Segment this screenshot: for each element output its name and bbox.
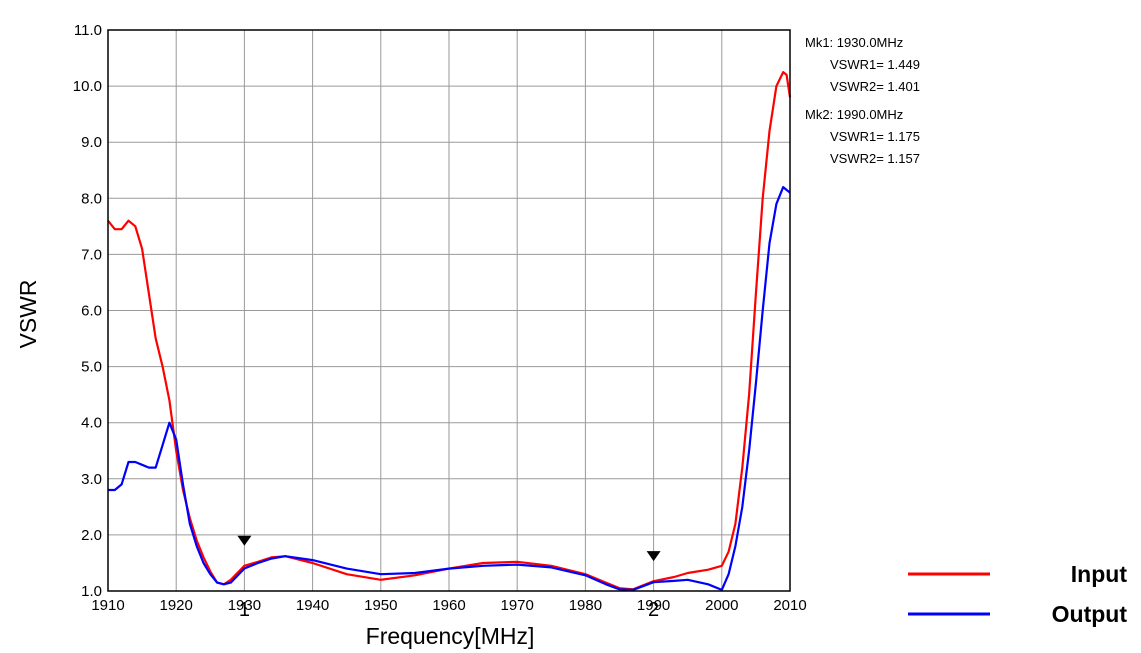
x-axis-title: Frequency[MHz]	[366, 623, 535, 649]
x-tick-label: 1930	[228, 597, 261, 614]
x-tick-label: 2000	[705, 597, 738, 614]
x-tick-label: 1960	[432, 597, 465, 614]
y-tick-label: 2.0	[81, 527, 102, 544]
marker-2-header: Mk2: 1990.0MHz	[805, 107, 903, 122]
plot-frame	[107, 29, 791, 592]
marker-2-value: VSWR1= 1.175	[830, 129, 920, 144]
y-tick-label: 6.0	[81, 303, 102, 320]
legend-label-output: Output	[1052, 601, 1128, 627]
x-tick-label: 1910	[91, 597, 124, 614]
y-tick-label: 5.0	[81, 359, 102, 376]
y-tick-label: 9.0	[81, 134, 102, 151]
marker-2-value: VSWR2= 1.157	[830, 151, 920, 166]
marker-1-label: 1	[239, 599, 250, 621]
y-tick-label: 10.0	[73, 78, 102, 95]
marker-2-triangle	[646, 551, 661, 562]
x-tick-label: 2010	[773, 597, 806, 614]
marker-1-header: Mk1: 1930.0MHz	[805, 35, 903, 50]
marker-1-value: VSWR2= 1.401	[830, 79, 920, 94]
y-axis-title: VSWR	[15, 280, 41, 349]
x-tick-label: 1970	[501, 597, 534, 614]
y-tick-label: 11.0	[74, 22, 102, 39]
y-tick-label: 3.0	[81, 471, 102, 488]
y-tick-label: 7.0	[81, 246, 102, 263]
y-tick-label: 8.0	[81, 190, 102, 207]
legend: Input Output	[908, 561, 1127, 627]
marker-1-value: VSWR1= 1.449	[830, 57, 920, 72]
legend-label-input: Input	[1071, 561, 1128, 587]
series-line-input	[107, 71, 792, 591]
y-tick-label: 1.0	[81, 583, 102, 600]
x-tick-label: 1940	[296, 597, 329, 614]
y-tick-label: 4.0	[81, 415, 102, 432]
x-tick-label: 1990	[637, 597, 670, 614]
series-line-output	[108, 186, 791, 591]
marker-1-triangle	[237, 535, 252, 546]
x-tick-label: 1950	[364, 597, 397, 614]
x-tick-label: 1920	[160, 597, 193, 614]
marker-info-panel: Mk1: 1930.0MHz VSWR1= 1.449 VSWR2= 1.401 Mk…	[805, 35, 920, 166]
x-tick-label: 1980	[569, 597, 602, 614]
marker-2-label: 2	[648, 599, 659, 621]
grid-lines	[107, 29, 791, 592]
y-tick-labels: 1.0 2.0 3.0 4.0 5.0 6.0 7.0 8.0 9.0 10.0 11.0	[73, 22, 102, 600]
x-tick-labels: 1910 1920 1930 1940 1950 1960 1970 1980 1990 2000…	[91, 597, 806, 614]
data-curves	[107, 71, 792, 591]
